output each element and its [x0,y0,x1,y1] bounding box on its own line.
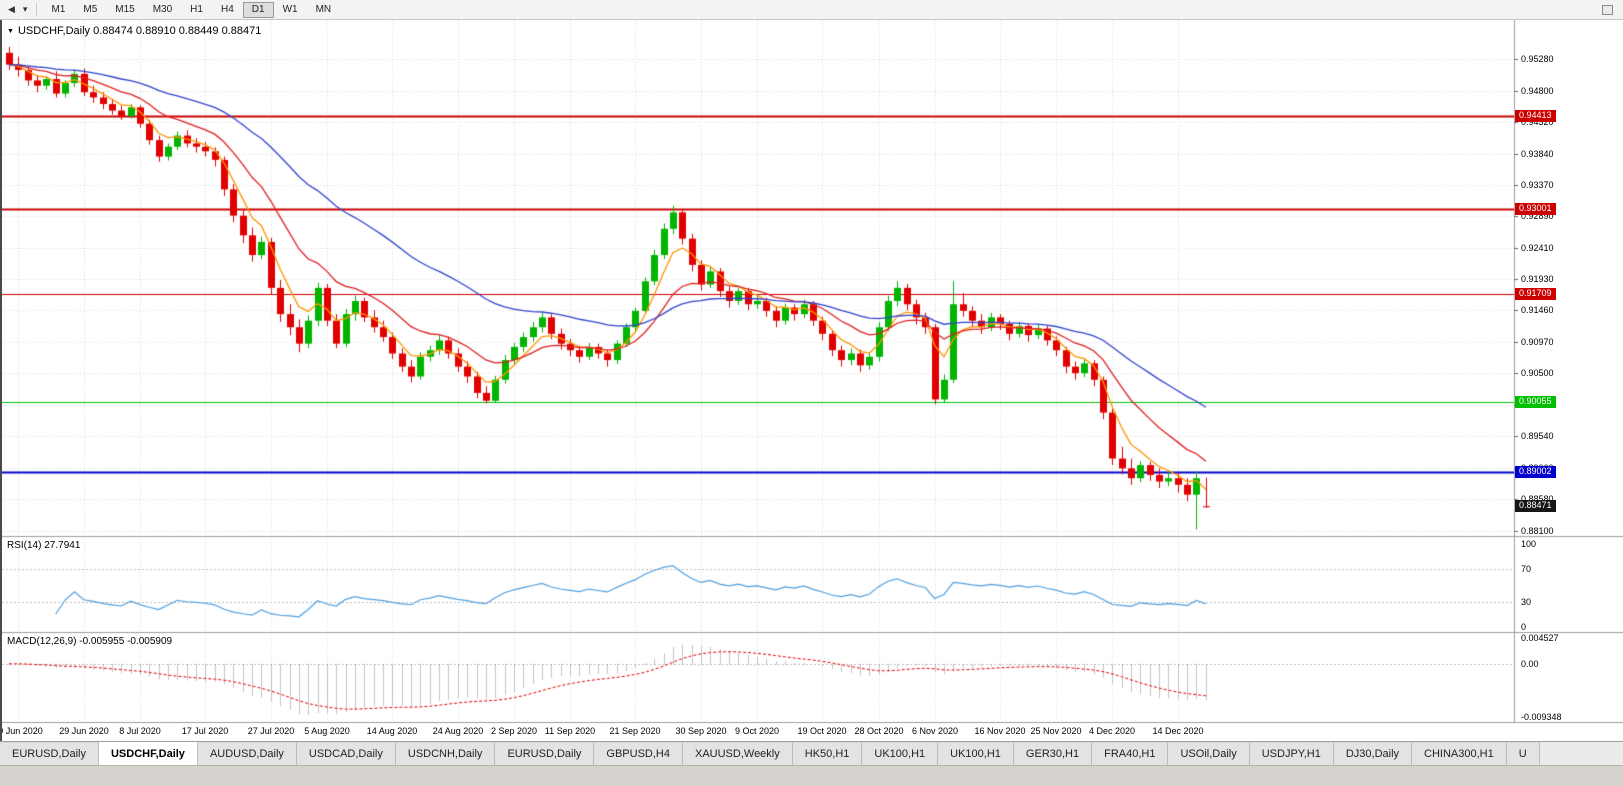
hline-price-tag: 0.89002 [1515,466,1556,478]
macd-scale-label: 0.00 [1521,659,1539,669]
current-price-tag: 0.88471 [1515,500,1556,512]
price-tick-label: 0.95280 [1521,54,1554,64]
date-tick-label: 29 Jun 2020 [59,726,109,736]
date-tick-label: 17 Jul 2020 [181,726,229,736]
symbol-tab-uk100-h1[interactable]: UK100,H1 [862,742,939,765]
hline-price-tag: 0.90055 [1515,396,1556,408]
symbol-tab-hk50-h1[interactable]: HK50,H1 [792,742,863,765]
date-tick-label: 14 Aug 2020 [366,726,418,736]
macd-label: MACD(12,26,9) -0.005955 -0.005909 [7,636,173,647]
chart-dropdown-icon[interactable]: ▾ [22,4,28,14]
symbol-tab-usoil-daily[interactable]: USOil,Daily [1168,742,1250,765]
price-tick-label: 0.93370 [1521,180,1554,190]
timeframe-button-w1[interactable]: W1 [282,3,298,15]
window-restore-icon[interactable] [1602,4,1613,15]
symbol-tab-usdjpy-h1[interactable]: USDJPY,H1 [1249,742,1334,765]
price-tick-label: 0.94320 [1521,117,1554,127]
timeframe-toolbar: M1 M5 M15 M30 H1 H4 D1 W1 MN [42,1,340,18]
price-tick-label: 0.91460 [1521,305,1554,315]
timeframe-button-m5[interactable]: M5 [83,3,98,15]
symbol-tab-audusd-daily[interactable]: AUDUSD,Daily [197,742,297,765]
symbol-tab-uk100-h1[interactable]: UK100,H1 [938,742,1014,765]
symbol-tab-usdcad-daily[interactable]: USDCAD,Daily [296,742,396,765]
date-tick-label: 8 Jul 2020 [119,726,161,736]
date-tick-label: 16 Nov 2020 [974,726,1026,736]
price-chart-canvas[interactable] [2,20,1623,741]
symbol-tab-china300-h1[interactable]: CHINA300,H1 [1412,742,1507,765]
date-tick-label: 4 Dec 2020 [1088,726,1136,736]
symbol-tab-ger30-h1[interactable]: GER30,H1 [1013,742,1093,765]
rsi-label: RSI(14) 27.7941 [7,540,81,551]
symbol-tab-eurusd-daily[interactable]: EURUSD,Daily [0,742,99,765]
chart-collapse-icon[interactable]: ▼ [7,27,14,35]
price-tick-label: 0.91930 [1521,274,1554,284]
date-tick-label: 5 Aug 2020 [304,726,350,736]
date-tick-label: 6 Nov 2020 [911,726,959,736]
price-tick-label: 0.89540 [1521,431,1554,441]
symbol-tab-usdcnh-daily[interactable]: USDCNH,Daily [395,742,496,765]
chart-tabbar: EURUSD,Daily USDCHF,Daily AUDUSD,Daily USDC… [0,741,1623,765]
top-toolbar: ◀ ▾ M1 M5 M15 M30 H1 H4 D1 W1 MN [0,0,1623,20]
timeframe-button-d1[interactable]: D1 [242,1,274,18]
price-tick-label: 0.88100 [1521,526,1554,536]
chart-area[interactable]: ▼ USDCHF,Daily 0.88474 0.88910 0.88449 0… [0,20,1623,741]
toolbar-separator [36,3,38,16]
price-tick-label: 0.92410 [1521,243,1554,253]
macd-scale-label: -0.009348 [1521,712,1562,722]
macd-scale-label: 0.004527 [1521,633,1559,643]
timeframe-button-m15[interactable]: M15 [115,3,135,15]
date-tick-label: 14 Dec 2020 [1152,726,1204,736]
date-tick-label: 25 Nov 2020 [1030,726,1082,736]
symbol-tab-xauusd-weekly[interactable]: XAUUSD,Weekly [682,742,793,765]
symbol-tab-gbpusd-h4[interactable]: GBPUSD,H4 [594,742,683,765]
date-tick-label: 27 Jul 2020 [247,726,295,736]
hline-price-tag: 0.94413 [1515,110,1556,122]
status-strip [0,765,1623,786]
symbol-tab-usdchf-daily[interactable]: USDCHF,Daily [98,742,198,765]
price-tick-label: 0.88580 [1521,494,1554,504]
symbol-tab-fra40-h1[interactable]: FRA40,H1 [1092,742,1169,765]
price-tick-label: 0.90970 [1521,337,1554,347]
rsi-scale-label: 0 [1521,622,1527,632]
date-tick-label: 28 Oct 2020 [854,726,904,736]
timeframe-button-h1[interactable]: H1 [190,3,203,15]
symbol-tab-dj30-daily[interactable]: DJ30,Daily [1333,742,1413,765]
symbol-tab-u[interactable]: U [1506,742,1540,765]
date-tick-label: 30 Sep 2020 [675,726,727,736]
date-tick-label: 19 Jun 2020 [2,726,43,736]
timeframe-button-h4[interactable]: H4 [220,3,234,15]
date-tick-label: 21 Sep 2020 [609,726,661,736]
price-tick-label: 0.90500 [1521,368,1554,378]
chart-overlay: ▼ USDCHF,Daily 0.88474 0.88910 0.88449 0… [2,20,1623,741]
rsi-scale-label: 30 [1521,597,1532,607]
symbol-tab-eurusd-daily[interactable]: EURUSD,Daily [495,742,595,765]
hline-price-tag: 0.91709 [1515,288,1556,300]
price-tick-label: 0.92890 [1521,211,1554,221]
date-tick-label: 11 Sep 2020 [544,726,596,736]
date-tick-label: 24 Aug 2020 [432,726,484,736]
chart-title: ▼ USDCHF,Daily 0.88474 0.88910 0.88449 0… [7,25,261,37]
timeframe-button-mn[interactable]: MN [315,3,332,15]
timeframe-button-m1[interactable]: M1 [51,3,66,15]
price-tick-label: 0.94800 [1521,86,1554,96]
date-tick-label: 9 Oct 2020 [734,726,780,736]
rsi-scale-label: 100 [1521,539,1537,549]
hline-price-tag: 0.93001 [1515,203,1556,215]
rsi-scale-label: 70 [1521,564,1532,574]
date-tick-label: 2 Sep 2020 [490,726,538,736]
date-tick-label: 19 Oct 2020 [797,726,847,736]
timeframe-button-m30[interactable]: M30 [152,3,173,15]
chart-title-text: USDCHF,Daily 0.88474 0.88910 0.88449 0.8… [17,25,262,37]
chart-arrow-icon[interactable]: ◀ [8,4,15,14]
price-tick-label: 0.93840 [1521,149,1554,159]
